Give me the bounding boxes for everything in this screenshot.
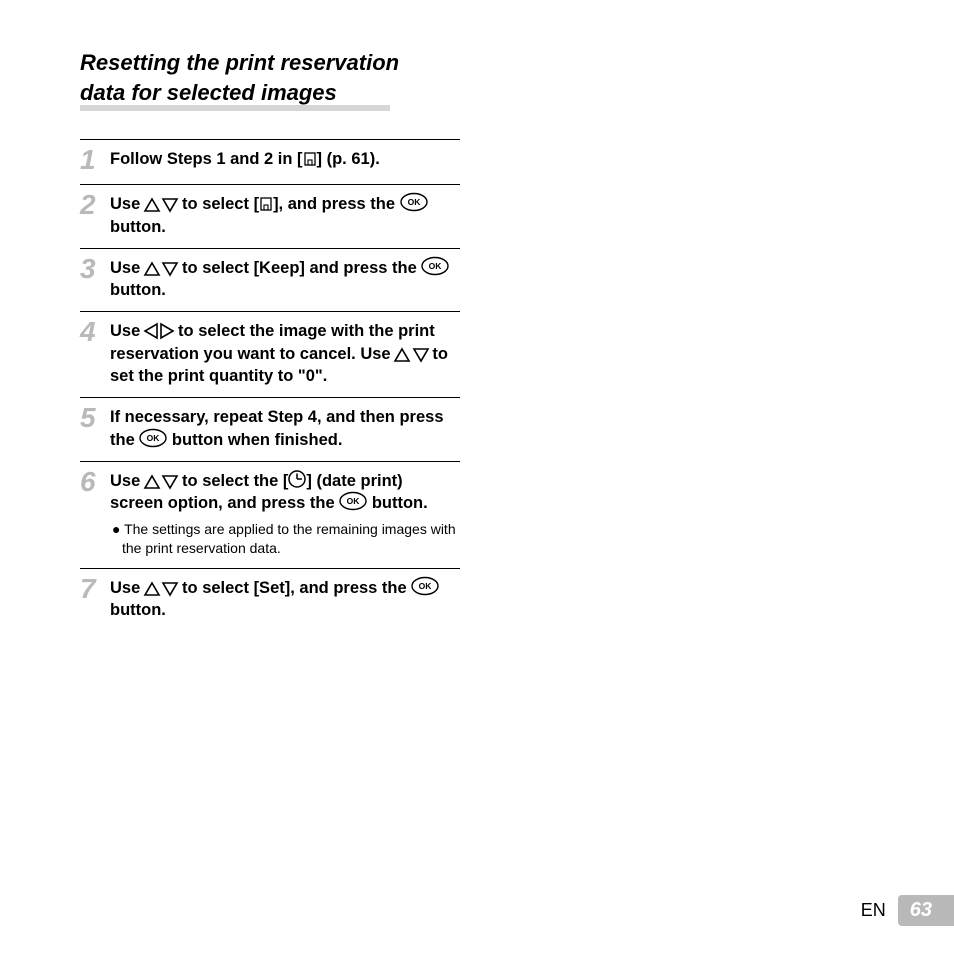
step-number: 3: [80, 255, 102, 302]
clock-icon: [288, 470, 306, 488]
footer-page-number: 63: [898, 895, 954, 926]
step-text: Use: [110, 259, 145, 277]
ok-button-icon: [400, 193, 428, 211]
step-body: Use to select the image with the print r…: [110, 320, 460, 387]
step-text: to select the [: [177, 472, 288, 490]
step-body: Use to select [ ], and press the button.: [110, 193, 460, 238]
step-text: button.: [367, 494, 427, 512]
step-number: 4: [80, 318, 102, 387]
print-single-icon: [259, 197, 273, 211]
title-line-2: data for selected images: [80, 80, 337, 105]
step-text: to select the image with the print reser…: [110, 322, 435, 362]
step-body: Use to select [Set], and press the butto…: [110, 577, 460, 622]
step-text: button.: [110, 601, 166, 619]
step-number: 2: [80, 191, 102, 238]
step-number: 7: [80, 575, 102, 622]
right-arrow-icon: [161, 324, 173, 338]
title-line-1: Resetting the print reservation: [80, 50, 399, 75]
down-arrow-icon: [163, 476, 177, 488]
ok-button-icon: [139, 429, 167, 447]
step-text: to select [Set], and press the: [177, 579, 411, 597]
ok-button-icon: [411, 577, 439, 595]
step-2: 2 Use to select [ ], and press the button…: [80, 184, 460, 248]
step-3: 3 Use to select [Keep] and press the but…: [80, 248, 460, 312]
step-text: Use: [110, 322, 145, 340]
step-text: Use: [110, 472, 145, 490]
down-arrow-icon: [163, 199, 177, 211]
step-text: Use: [110, 579, 145, 597]
left-arrow-icon: [145, 324, 157, 338]
step-body: Follow Steps 1 and 2 in [ ] (p. 61).: [110, 148, 460, 174]
step-text: ], and press the: [273, 195, 400, 213]
up-arrow-icon: [145, 476, 159, 488]
up-arrow-icon: [145, 263, 159, 275]
step-text: button when finished.: [167, 431, 342, 449]
step-text: ] (p. 61).: [317, 150, 380, 168]
up-arrow-icon: [145, 199, 159, 211]
step-text: to select [Keep] and press the: [177, 259, 421, 277]
step-body: If necessary, repeat Step 4, and then pr…: [110, 406, 460, 451]
step-text: button.: [110, 218, 166, 236]
step-text: to select [: [177, 195, 259, 213]
down-arrow-icon: [414, 349, 428, 361]
print-single-icon: [303, 152, 317, 166]
down-arrow-icon: [163, 263, 177, 275]
step-5: 5 If necessary, repeat Step 4, and then …: [80, 397, 460, 461]
step-text: Follow Steps 1 and 2 in [: [110, 150, 303, 168]
step-note: ● The settings are applied to the remain…: [110, 520, 460, 558]
step-6: 6 Use to select the [] (date print) scre…: [80, 461, 460, 568]
step-4: 4 Use to select the image with the print…: [80, 311, 460, 397]
step-number: 1: [80, 146, 102, 174]
step-text: button.: [110, 281, 166, 299]
ok-button-icon: [339, 492, 367, 510]
up-arrow-icon: [145, 583, 159, 595]
step-body: Use to select [Keep] and press the butto…: [110, 257, 460, 302]
steps-list: 1 Follow Steps 1 and 2 in [ ] (p. 61). 2 …: [80, 139, 460, 631]
step-body: Use to select the [] (date print) screen…: [110, 470, 460, 558]
title-underline: [80, 105, 390, 111]
section-title: Resetting the print reservation data for…: [80, 48, 500, 111]
manual-page: Resetting the print reservation data for…: [0, 0, 500, 632]
step-1: 1 Follow Steps 1 and 2 in [ ] (p. 61).: [80, 139, 460, 184]
footer-language: EN: [861, 900, 886, 921]
step-text: Use: [110, 195, 145, 213]
ok-button-icon: [421, 257, 449, 275]
up-arrow-icon: [395, 349, 409, 361]
step-number: 6: [80, 468, 102, 558]
step-7: 7 Use to select [Set], and press the but…: [80, 568, 460, 632]
page-footer: EN 63: [861, 895, 954, 926]
step-number: 5: [80, 404, 102, 451]
down-arrow-icon: [163, 583, 177, 595]
